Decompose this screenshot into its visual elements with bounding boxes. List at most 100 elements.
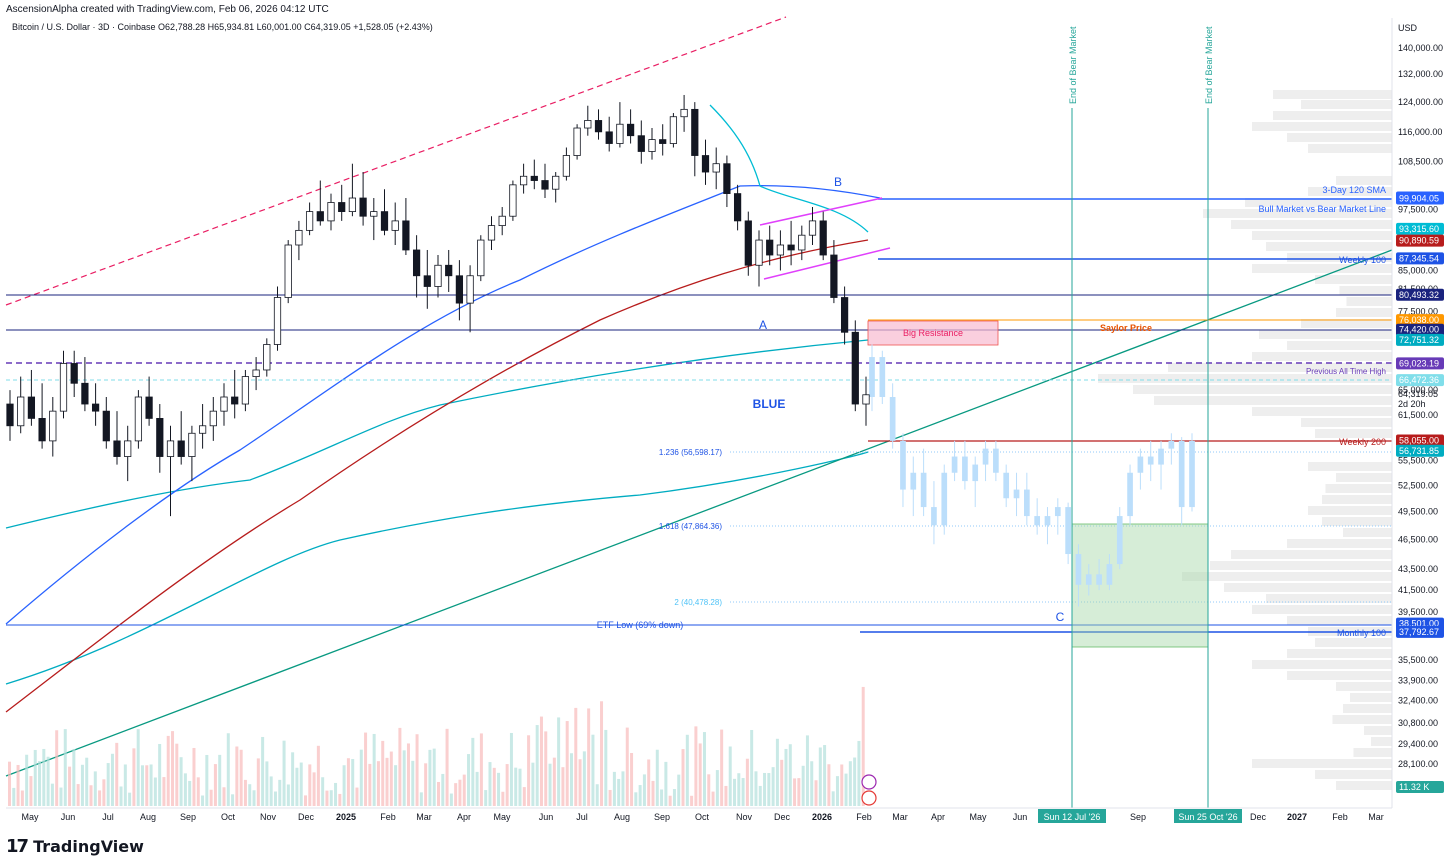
vp-row-34: [1308, 506, 1392, 515]
volume-bar-118: [514, 767, 518, 806]
long-term-support-trendline: [5, 249, 1393, 777]
volume-bar-160: [694, 726, 698, 806]
candle-58: [626, 109, 635, 144]
volume-bar-67: [295, 767, 299, 806]
bull-bear-label: Bull Market vs Bear Market Line: [1258, 204, 1386, 214]
vp-row-32: [1325, 484, 1392, 493]
volume-bar-131: [569, 753, 573, 806]
volume-bar-119: [518, 768, 522, 806]
channel-upper: [759, 197, 883, 226]
candle-1: [17, 376, 25, 434]
volume-bar-80: [351, 759, 355, 806]
candle-19: [209, 397, 217, 441]
volume-bar-187: [810, 761, 814, 806]
candle-35: [380, 189, 389, 236]
volume-bar-110: [479, 733, 483, 806]
volume-bar-55: [243, 779, 247, 806]
volume-bar-6: [33, 749, 37, 806]
candle-24: [263, 338, 271, 377]
volume-bar-78: [342, 765, 346, 806]
volume-bar-93: [406, 743, 410, 806]
volume-bar-168: [728, 746, 732, 806]
candle-51: [552, 172, 560, 203]
price-tick-2: 124,000.00: [1398, 97, 1443, 107]
volume-bar-129: [561, 767, 565, 806]
candle-53: [573, 124, 581, 160]
target-zone-box: [1071, 523, 1209, 648]
volume-bar-48: [213, 764, 217, 806]
volume-bar-148: [642, 774, 646, 806]
candle-5: [59, 350, 68, 419]
volume-bar-135: [587, 708, 591, 806]
volume-bar-15: [72, 748, 76, 806]
event-icon-dividend[interactable]: [861, 774, 877, 790]
vp-row-18: [1336, 308, 1392, 317]
volume-bar-34: [153, 777, 157, 806]
volume-bar-120: [522, 787, 526, 806]
volume-bar-44: [196, 777, 200, 806]
time-tick-4: Sep: [180, 812, 196, 822]
last-price-tag: 64,319.05 2d 20h: [1398, 389, 1438, 409]
volume-bar-106: [462, 774, 466, 806]
volume-bar-150: [651, 780, 655, 806]
time-tick-7: Dec: [298, 812, 315, 822]
volume-bar-181: [784, 748, 788, 806]
projection-candle-22: [1096, 559, 1102, 591]
vp-row-30: [1308, 462, 1392, 471]
projection-candle-12: [993, 440, 999, 482]
volume-bar-104: [454, 783, 458, 806]
volume-bar-4: [25, 754, 29, 806]
time-tick-18: Nov: [736, 812, 753, 822]
vp-row-27: [1252, 407, 1392, 416]
candle-55: [594, 109, 603, 140]
channel-lower: [763, 247, 891, 280]
volume-bar-146: [634, 792, 638, 806]
volume-bar-11: [55, 730, 59, 806]
candle-8: [91, 383, 100, 426]
svg-text:58,055.00: 58,055.00: [1399, 435, 1439, 445]
candle-48: [519, 163, 528, 194]
vp-row-5: [1308, 144, 1392, 153]
volume-bar-189: [818, 747, 822, 806]
volume-bar-17: [80, 764, 84, 806]
svg-text:Sun 25 Oct '26: Sun 25 Oct '26: [1178, 812, 1237, 822]
vp-row-51: [1350, 693, 1392, 702]
time-tick-22: Mar: [892, 812, 908, 822]
price-tick-1: 132,000.00: [1398, 69, 1443, 79]
candle-60: [648, 128, 656, 160]
tradingview-logo[interactable]: 17 TradingView: [6, 836, 144, 857]
candle-63: [680, 94, 688, 132]
volume-bar-198: [857, 740, 861, 806]
time-tick-20: 2026: [812, 812, 832, 822]
time-tick-17: Oct: [695, 812, 710, 822]
time-tick-14: Jul: [576, 812, 588, 822]
event-icon-economic[interactable]: [861, 790, 877, 806]
svg-text:99,904.05: 99,904.05: [1399, 193, 1439, 203]
candle-59: [637, 120, 645, 164]
volume-bar-173: [750, 729, 754, 806]
time-tick-2: Jul: [102, 812, 114, 822]
volume-bar-186: [805, 735, 809, 806]
candle-37: [402, 198, 410, 256]
ma-red: [5, 239, 869, 713]
vp-row-56: [1353, 748, 1392, 757]
projection-candle-28: [1158, 440, 1164, 490]
candle-56: [605, 116, 613, 152]
etf-low-label: ETF Low (69% down): [597, 620, 684, 630]
projection-candle-4: [910, 456, 917, 517]
time-tick-19: Dec: [774, 812, 791, 822]
wave-c-label: C: [1056, 610, 1065, 624]
sma120-label: 3-Day 120 SMA: [1322, 185, 1386, 195]
time-tick-11: Apr: [457, 812, 471, 822]
svg-text:87,345.54: 87,345.54: [1399, 253, 1439, 263]
volume-bar-190: [823, 745, 827, 806]
volume-profile: [1098, 90, 1392, 790]
volume-bar-128: [557, 717, 561, 806]
volume-bar-109: [475, 771, 479, 806]
volume-bar-127: [552, 757, 556, 806]
time-axis-ticks[interactable]: May Jun Jul Aug Sep Oct Nov Dec 2025 Feb Mar Apr May…: [21, 812, 1383, 822]
wave-a-label: A: [759, 318, 767, 332]
candle-27: [295, 220, 303, 261]
candle-18: [198, 404, 207, 449]
